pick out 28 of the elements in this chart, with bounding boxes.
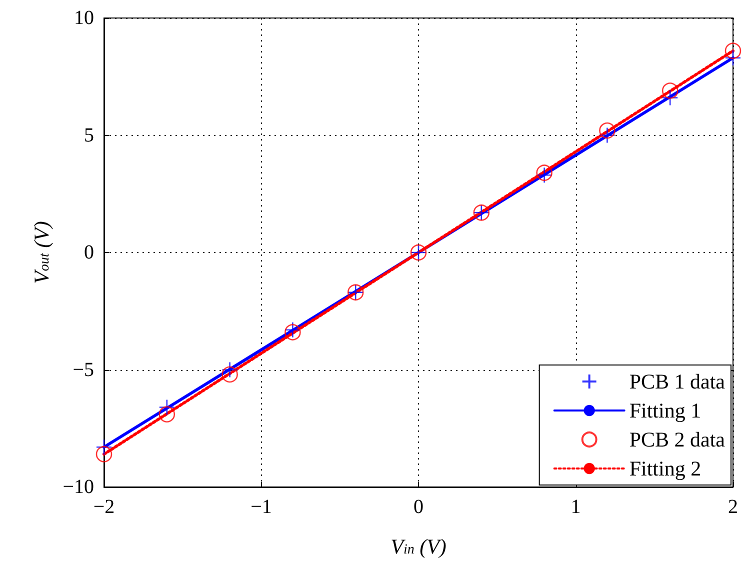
- legend-label: PCB 1 data: [629, 370, 726, 394]
- legend-label: PCB 2 data: [629, 428, 726, 452]
- x-axis-title: Vin (V): [390, 534, 446, 558]
- y-tick-label: 0: [84, 242, 94, 264]
- y-tick-label: −5: [72, 358, 94, 381]
- point: [724, 50, 742, 66]
- y-axis-title: Vout (V): [29, 221, 54, 284]
- point: [158, 406, 176, 422]
- y-tick-label: 5: [84, 124, 94, 146]
- point: [96, 446, 112, 462]
- point: [599, 127, 616, 144]
- x-tick-label: −1: [250, 496, 272, 518]
- x-tick-label: 2: [728, 496, 738, 518]
- x-tick-label: 0: [414, 496, 424, 518]
- point: [96, 438, 112, 456]
- y-tick-label: 10: [74, 7, 94, 29]
- point: [158, 399, 176, 416]
- x-tick-label: 1: [570, 496, 581, 518]
- y-tick-label: −10: [62, 476, 94, 498]
- legend-label: Fitting 2: [629, 456, 702, 480]
- point: [222, 366, 238, 383]
- point: [724, 42, 742, 59]
- point: [599, 122, 616, 139]
- point: [662, 90, 678, 106]
- legend-label: Fitting 1: [629, 398, 702, 422]
- point: [222, 362, 238, 378]
- x-tick-label: −2: [93, 496, 115, 518]
- point: [662, 82, 678, 99]
